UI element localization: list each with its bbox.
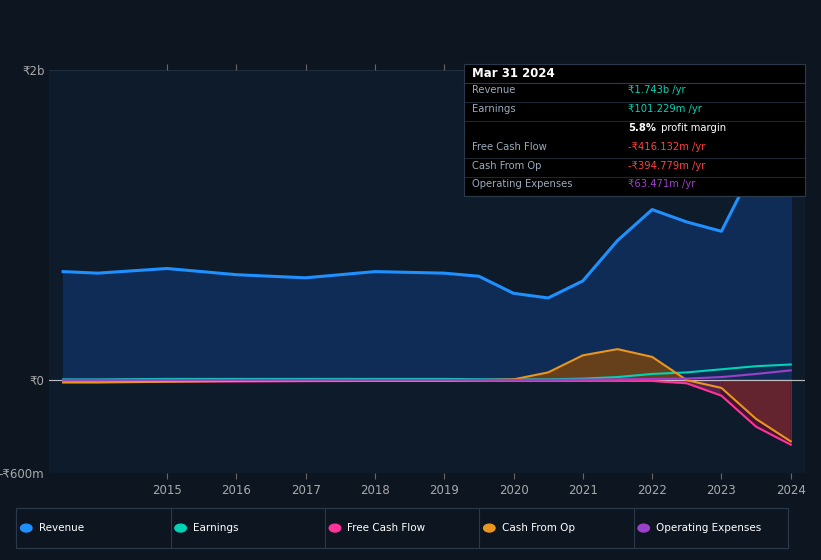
Text: ₹63.471m /yr: ₹63.471m /yr xyxy=(628,179,695,189)
Text: Revenue: Revenue xyxy=(39,523,84,533)
Text: Revenue: Revenue xyxy=(472,85,516,95)
Text: profit margin: profit margin xyxy=(658,123,726,133)
Text: 5.8%: 5.8% xyxy=(628,123,656,133)
Text: -₹394.779m /yr: -₹394.779m /yr xyxy=(628,161,705,171)
Text: Mar 31 2024: Mar 31 2024 xyxy=(472,67,555,80)
Text: Operating Expenses: Operating Expenses xyxy=(656,523,761,533)
Text: Cash From Op: Cash From Op xyxy=(472,161,542,171)
Text: Free Cash Flow: Free Cash Flow xyxy=(472,142,547,152)
Text: ₹101.229m /yr: ₹101.229m /yr xyxy=(628,104,702,114)
Text: Cash From Op: Cash From Op xyxy=(502,523,575,533)
Text: -₹416.132m /yr: -₹416.132m /yr xyxy=(628,142,705,152)
Text: Free Cash Flow: Free Cash Flow xyxy=(347,523,425,533)
Text: Operating Expenses: Operating Expenses xyxy=(472,179,572,189)
Text: Earnings: Earnings xyxy=(193,523,238,533)
Text: Earnings: Earnings xyxy=(472,104,516,114)
Text: ₹1.743b /yr: ₹1.743b /yr xyxy=(628,85,686,95)
